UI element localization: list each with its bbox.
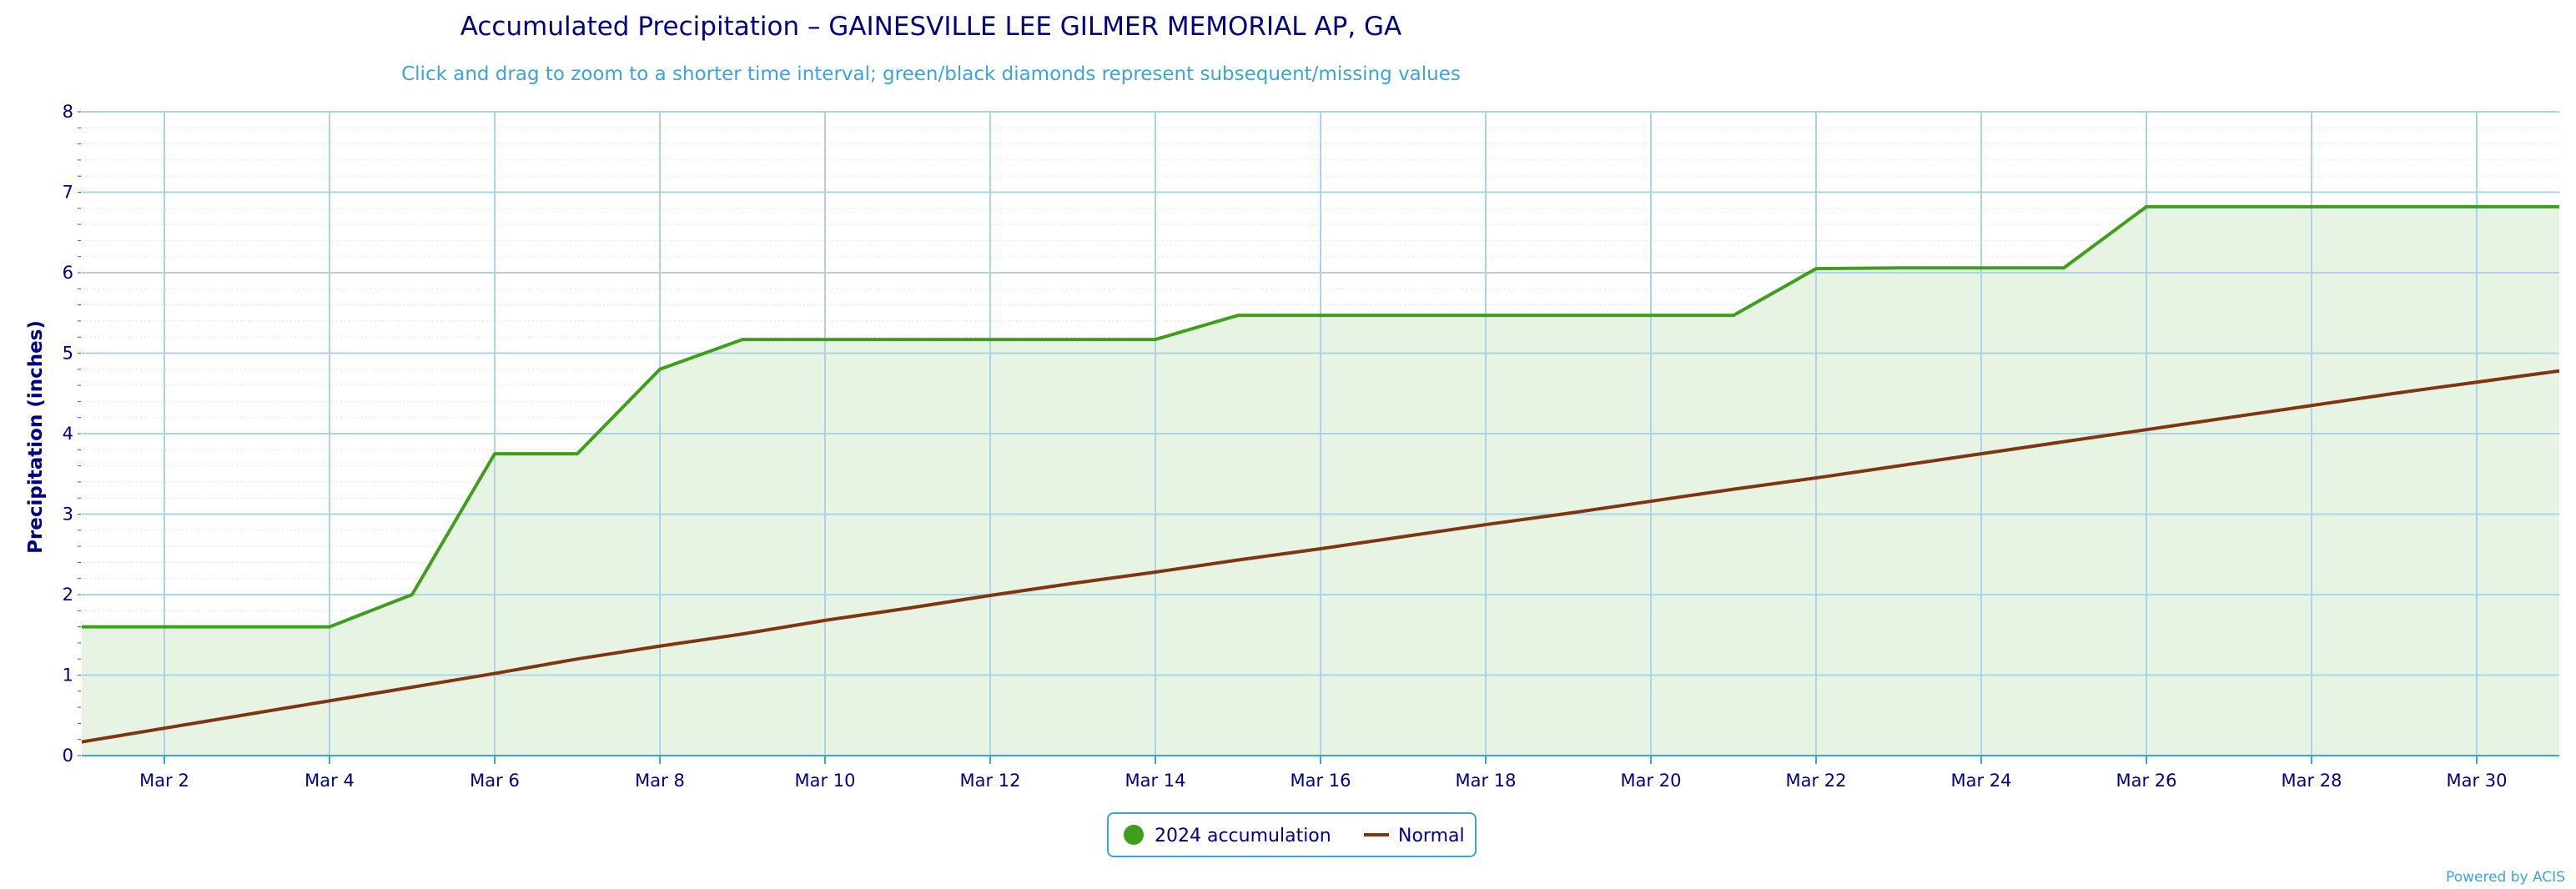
x-tick-label: Mar 28 (2281, 771, 2342, 791)
x-tick-label: Mar 30 (2446, 771, 2507, 791)
legend-label-accumulation: 2024 accumulation (1155, 826, 1331, 846)
x-tick-label: Mar 8 (635, 771, 685, 791)
x-tick-label: Mar 4 (304, 771, 355, 791)
x-tick-label: Mar 18 (1455, 771, 1516, 791)
x-tick-label: Mar 2 (139, 771, 189, 791)
y-tick-label: 7 (63, 183, 73, 203)
y-axis-label: Precipitation (inches) (25, 320, 47, 554)
legend-item-accumulation[interactable]: 2024 accumulation (1124, 825, 1331, 846)
x-tick-label: Mar 12 (959, 771, 1020, 791)
y-tick-label: 0 (63, 746, 73, 766)
y-tick-label: 6 (63, 263, 73, 283)
legend-marker-accumulation (1124, 825, 1144, 845)
y-tick-label: 5 (63, 344, 73, 364)
x-tick-label: Mar 22 (1785, 771, 1846, 791)
x-tick-label: Mar 20 (1620, 771, 1681, 791)
y-tick-label: 8 (63, 102, 73, 122)
x-tick-label: Mar 6 (470, 771, 520, 791)
chart-subtitle: Click and drag to zoom to a shorter time… (401, 63, 1461, 85)
x-tick-label: Mar 16 (1290, 771, 1351, 791)
legend-item-normal[interactable]: Normal (1364, 826, 1465, 846)
credit-link[interactable]: Powered by ACIS (2446, 869, 2565, 886)
y-tick-label: 1 (63, 665, 73, 686)
legend[interactable]: 2024 accumulation Normal (1107, 812, 1477, 857)
chart-title: Accumulated Precipitation – GAINESVILLE … (460, 12, 1402, 42)
accumulation-series-line[interactable] (82, 204, 2559, 629)
normal-series-line[interactable] (81, 369, 2560, 744)
x-tick-label: Mar 10 (794, 771, 855, 791)
y-tick-label: 2 (63, 585, 73, 605)
legend-label-normal: Normal (1398, 826, 1465, 846)
y-tick-label: 4 (63, 424, 73, 444)
legend-box (1107, 812, 1477, 857)
y-tick-label: 3 (63, 505, 73, 525)
x-tick-label: Mar 26 (2116, 771, 2176, 791)
x-tick-label: Mar 24 (1950, 771, 2011, 791)
x-tick-label: Mar 14 (1124, 771, 1185, 791)
